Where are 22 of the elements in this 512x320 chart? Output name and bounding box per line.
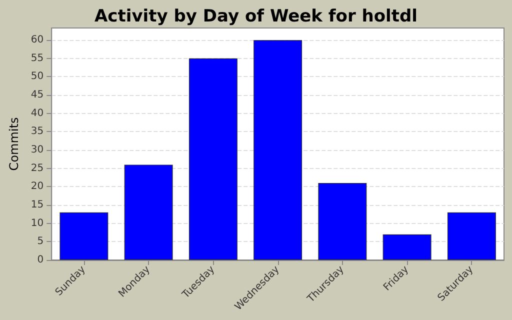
bar [382, 234, 432, 260]
bar [60, 212, 108, 260]
bar [318, 183, 367, 260]
y-axis-title: Commits [7, 117, 21, 171]
y-tick-label: 55 [30, 52, 44, 64]
y-tick-label: 0 [37, 254, 44, 266]
bar [447, 212, 496, 260]
y-tick-label: 20 [30, 181, 44, 192]
y-tick-label: 45 [30, 90, 44, 101]
y-tick-label: 50 [30, 71, 44, 82]
y-tick-label: 30 [30, 144, 44, 156]
bar [124, 164, 173, 260]
bar [188, 58, 238, 260]
y-tick-label: 60 [30, 34, 44, 46]
y-tick-label: 5 [37, 236, 44, 248]
bar [254, 40, 302, 260]
y-tick-label: 10 [30, 218, 44, 229]
y-tick-label: 15 [30, 200, 44, 211]
y-tick-label: 40 [30, 108, 44, 119]
chart-title: Activity by Day of Week for holtdl [94, 6, 418, 26]
y-tick-label: 35 [30, 126, 44, 138]
y-tick-label: 25 [30, 162, 44, 174]
